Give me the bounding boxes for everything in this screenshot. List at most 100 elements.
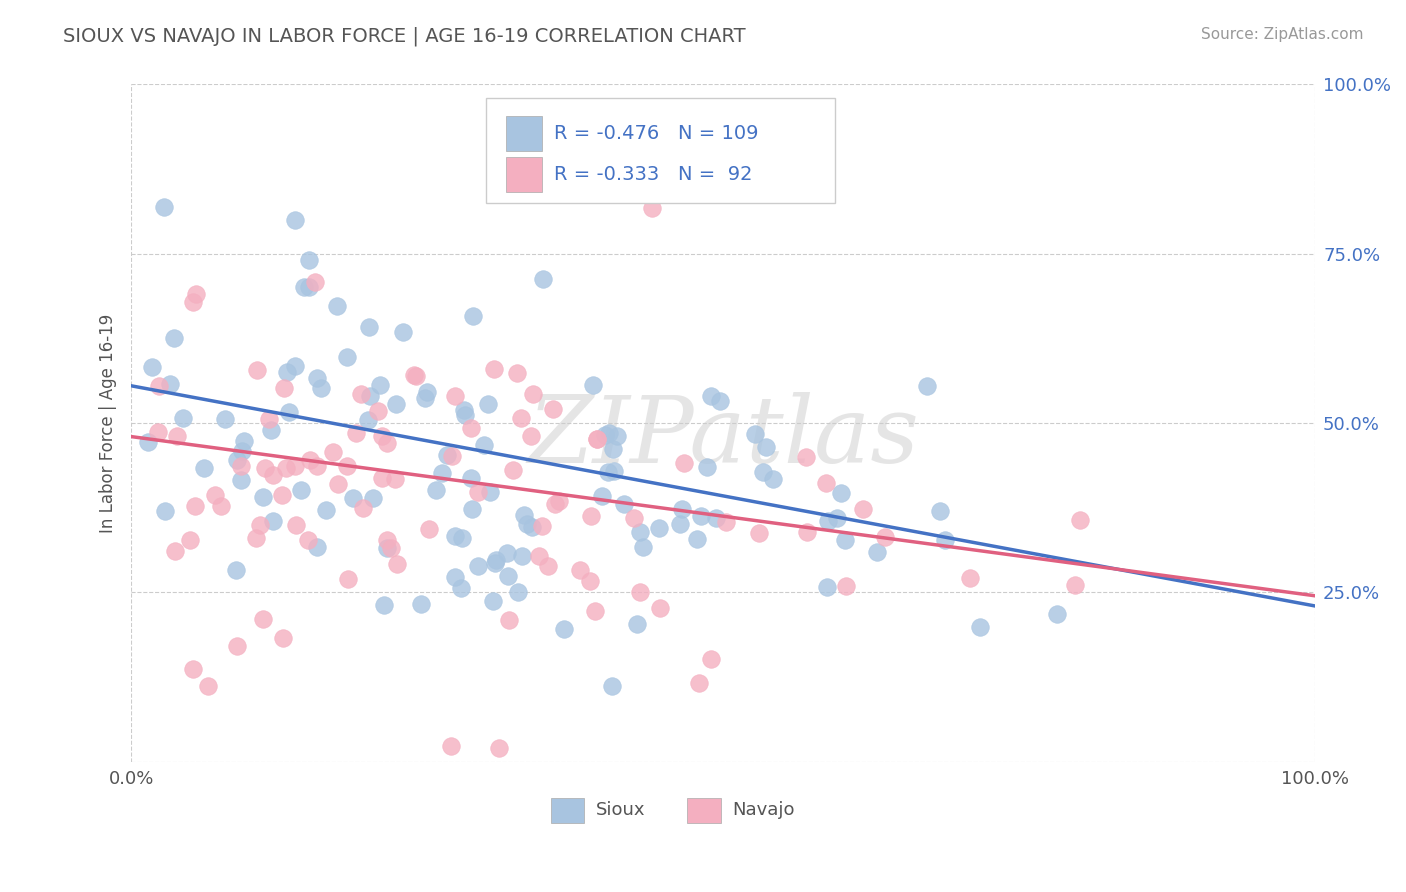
Point: [544, 497, 567, 511]
FancyBboxPatch shape: [506, 157, 541, 192]
Point: [350, 387, 373, 401]
Point: [641, 201, 664, 215]
Point: [502, 462, 524, 476]
Point: [273, 381, 295, 395]
Point: [628, 524, 651, 539]
Point: [304, 275, 326, 289]
Point: [508, 584, 530, 599]
Point: [510, 410, 533, 425]
Point: [472, 438, 495, 452]
Point: [671, 501, 693, 516]
Point: [352, 501, 374, 516]
Point: [709, 394, 731, 409]
Point: [484, 556, 506, 570]
Point: [1064, 577, 1087, 591]
Point: [498, 613, 520, 627]
Point: [371, 471, 394, 485]
Point: [648, 521, 671, 535]
Point: [375, 541, 398, 555]
Point: [179, 533, 201, 548]
Point: [520, 520, 543, 534]
Point: [467, 558, 489, 573]
Point: [305, 371, 328, 385]
Point: [520, 429, 543, 443]
Point: [796, 525, 818, 540]
Point: [441, 449, 464, 463]
Point: [553, 622, 575, 636]
Point: [290, 483, 312, 497]
Point: [418, 522, 440, 536]
Point: [181, 295, 204, 310]
Point: [866, 545, 889, 559]
Point: [453, 408, 475, 422]
Point: [593, 427, 616, 442]
Point: [285, 517, 308, 532]
Point: [467, 485, 489, 500]
Text: Source: ZipAtlas.com: Source: ZipAtlas.com: [1201, 27, 1364, 42]
Point: [233, 434, 256, 449]
Point: [357, 413, 380, 427]
Point: [373, 598, 395, 612]
Point: [751, 465, 773, 479]
Point: [755, 440, 778, 454]
Point: [359, 389, 381, 403]
Point: [600, 679, 623, 693]
Point: [262, 514, 284, 528]
Point: [794, 450, 817, 464]
Point: [380, 541, 402, 555]
Point: [461, 502, 484, 516]
Point: [141, 360, 163, 375]
Point: [917, 379, 939, 393]
Point: [602, 442, 624, 456]
Point: [225, 639, 247, 653]
Point: [496, 569, 519, 583]
Point: [326, 299, 349, 313]
Point: [513, 508, 536, 522]
Point: [744, 426, 766, 441]
Point: [309, 381, 332, 395]
Point: [928, 504, 950, 518]
Point: [284, 359, 307, 373]
Point: [648, 600, 671, 615]
Point: [262, 467, 284, 482]
Point: [252, 612, 274, 626]
Point: [204, 488, 226, 502]
Point: [626, 617, 648, 632]
Point: [496, 546, 519, 560]
Point: [370, 429, 392, 443]
Point: [413, 391, 436, 405]
Point: [315, 502, 337, 516]
Point: [344, 426, 367, 441]
Point: [229, 459, 252, 474]
Point: [516, 517, 538, 532]
FancyBboxPatch shape: [486, 98, 835, 203]
Point: [443, 389, 465, 403]
Point: [672, 456, 695, 470]
Point: [273, 631, 295, 645]
Point: [148, 425, 170, 440]
Point: [873, 530, 896, 544]
Point: [959, 571, 981, 585]
Point: [249, 517, 271, 532]
Point: [762, 472, 785, 486]
Point: [385, 557, 408, 571]
Point: [298, 280, 321, 294]
Point: [700, 651, 723, 665]
Point: [969, 620, 991, 634]
Point: [579, 509, 602, 524]
Point: [531, 518, 554, 533]
Point: [257, 411, 280, 425]
Point: [460, 471, 482, 485]
Y-axis label: In Labor Force | Age 16-19: In Labor Force | Age 16-19: [100, 313, 117, 533]
Point: [485, 553, 508, 567]
Point: [686, 532, 709, 546]
Point: [585, 432, 607, 446]
Point: [606, 429, 628, 443]
Point: [531, 272, 554, 286]
Point: [229, 474, 252, 488]
Point: [284, 458, 307, 473]
Point: [825, 511, 848, 525]
FancyBboxPatch shape: [506, 116, 541, 152]
Point: [402, 368, 425, 382]
Point: [155, 503, 177, 517]
